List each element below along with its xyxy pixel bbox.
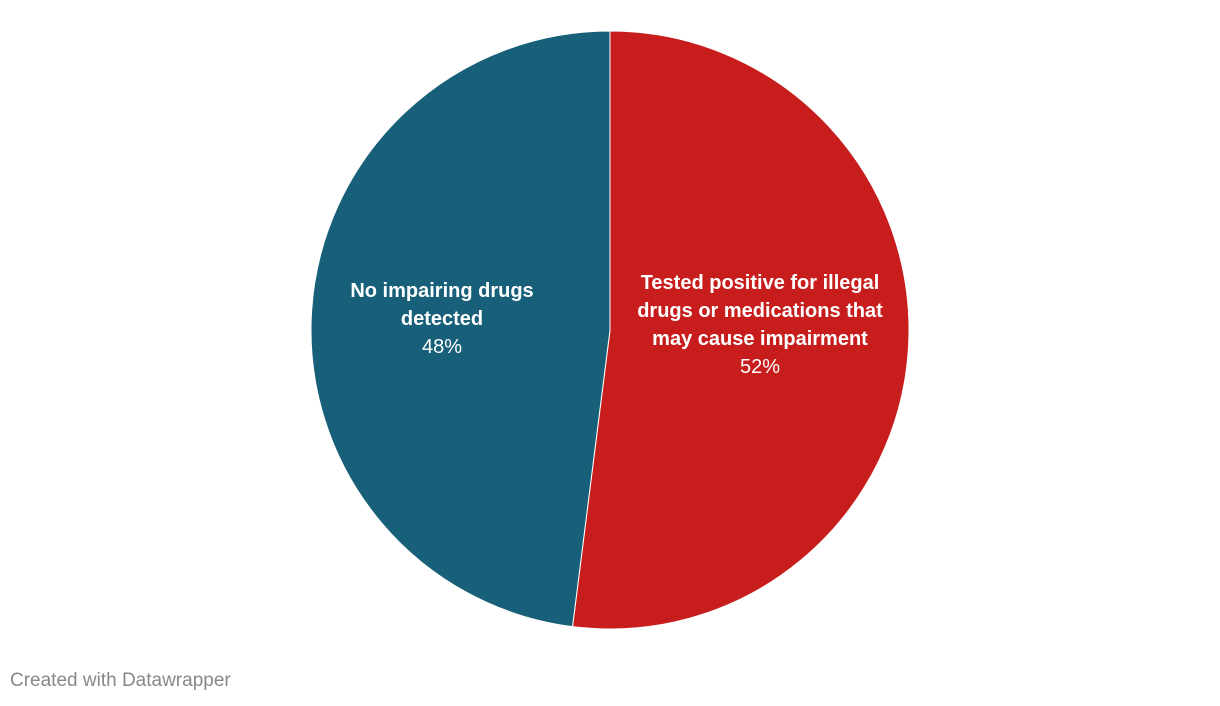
footer: Created with Datawrapper — [10, 670, 231, 691]
slice-name: Tested positive for illegal drugs or med… — [637, 272, 883, 350]
pie-slice — [571, 30, 910, 630]
slice-value: 52% — [739, 356, 781, 378]
pie-slice — [310, 30, 611, 628]
slice-label: Tested positive for illegal drugs or med… — [633, 269, 888, 381]
slice-name: No impairing drugs detected — [350, 280, 534, 330]
slice-value: 48% — [421, 336, 463, 358]
slice-label: No impairing drugs detected 48% — [330, 277, 555, 361]
